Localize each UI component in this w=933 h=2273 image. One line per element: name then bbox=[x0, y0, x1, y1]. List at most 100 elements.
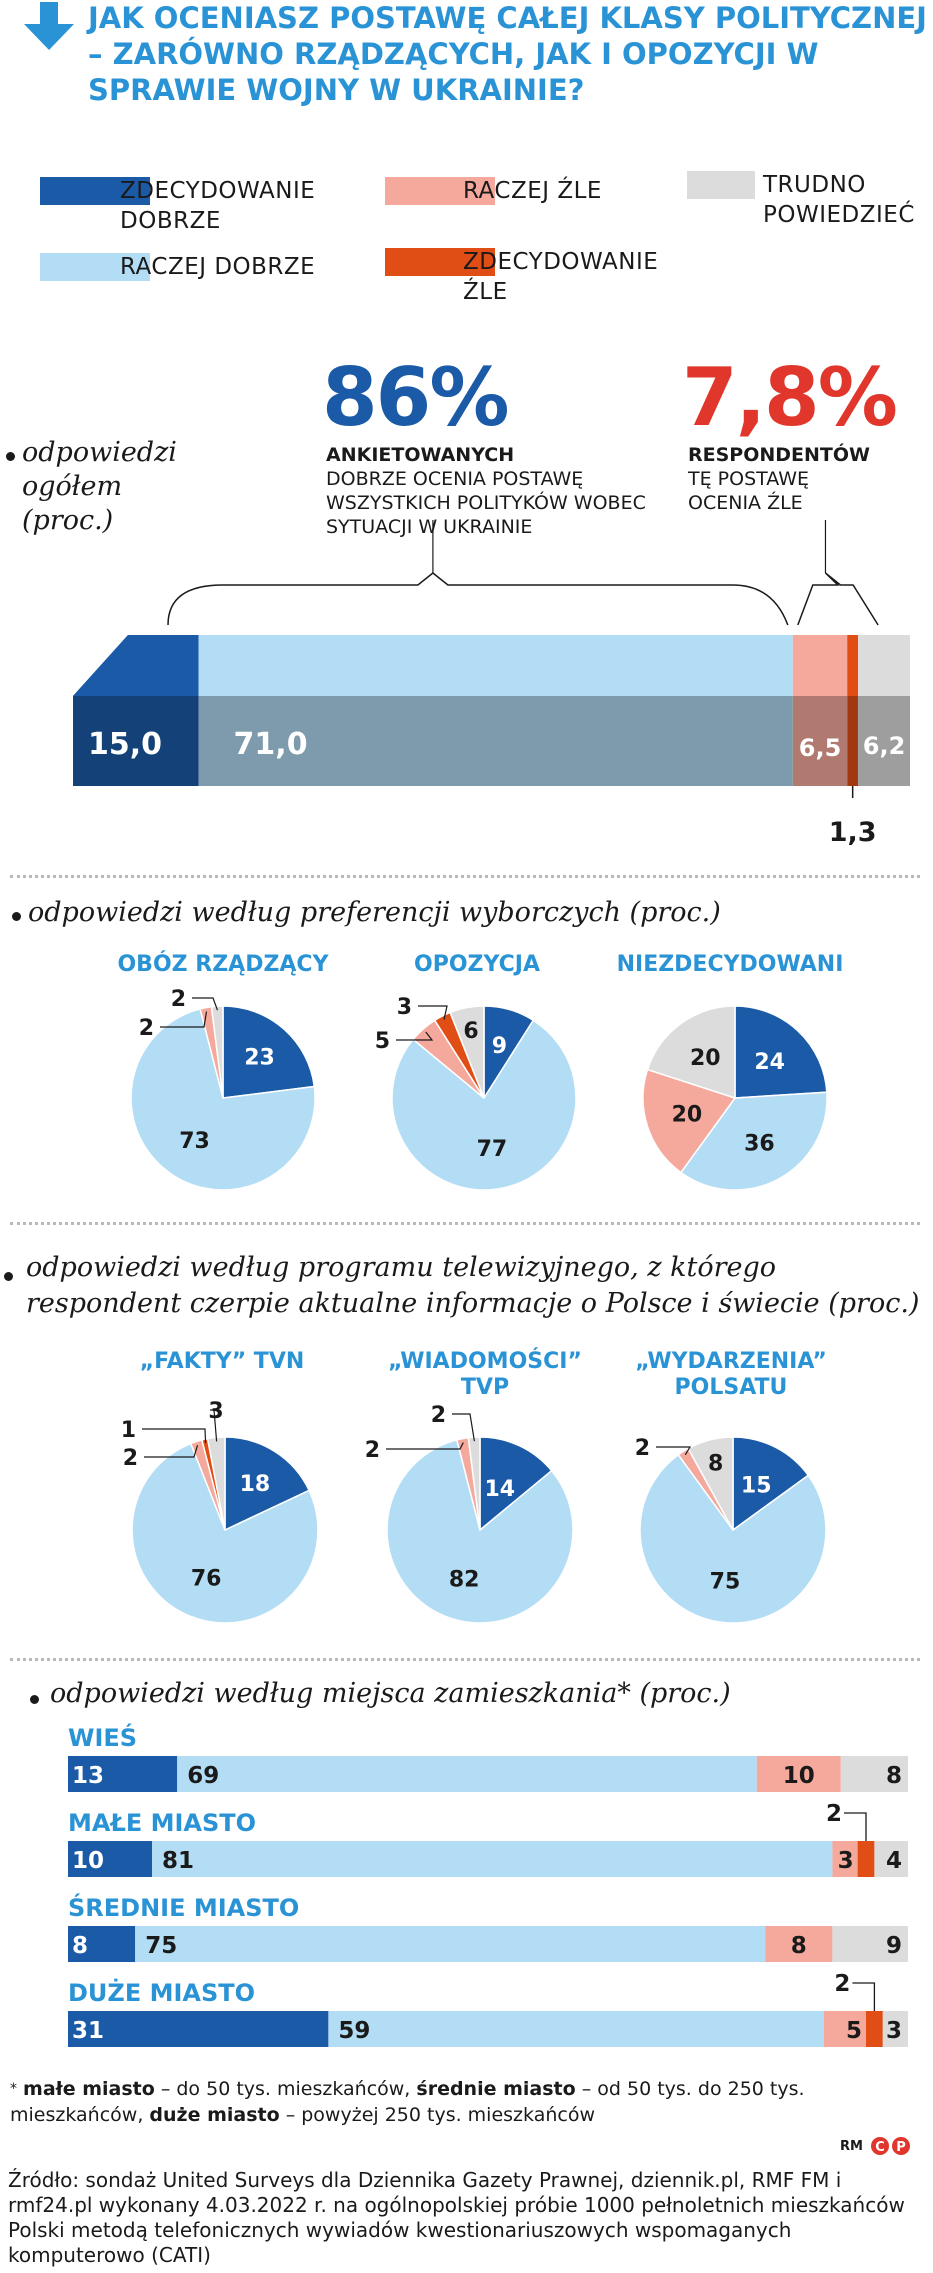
bullet-dot bbox=[6, 452, 15, 461]
pie-slice-trudno bbox=[210, 1005, 224, 1099]
bar-label-zdecydowanie-zle: 1,3 bbox=[829, 817, 877, 848]
bar-segment-raczej-zle bbox=[824, 2011, 866, 2047]
bar-label-raczej-zle: 3 bbox=[838, 1848, 854, 1874]
bar-segment-raczej-dobrze bbox=[328, 2011, 824, 2047]
arrow-down-icon bbox=[24, 2, 74, 50]
pie-label: 18 bbox=[240, 1472, 271, 1497]
section-heading-overall: odpowiedzi ogółem (proc.) bbox=[22, 437, 177, 536]
pie-slice-raczej-dobrze bbox=[130, 1007, 316, 1191]
pie-slice-trudno bbox=[646, 1005, 736, 1100]
pie-label: 76 bbox=[191, 1567, 222, 1592]
section-heading-tv: odpowiedzi według programu telewizyjnego… bbox=[26, 1252, 920, 1319]
row-title: DUŻE MIASTO bbox=[68, 1978, 255, 2007]
pie-leader bbox=[142, 1428, 207, 1444]
bad-callout-text: TĘ POSTAWĘ OCENIA ŹLE bbox=[688, 468, 810, 514]
legend-label-raczej-dobrze: RACZEJ DOBRZE bbox=[120, 254, 316, 280]
bar-segment-trudno bbox=[882, 2011, 908, 2047]
footnote: * małe miasto – do 50 tys. mieszkańców, … bbox=[10, 2076, 890, 2128]
bar-label-zdecydowanie-zle: 2 bbox=[834, 1971, 850, 1997]
pie-leader bbox=[452, 1413, 476, 1442]
pie-slice-raczej-dobrze bbox=[679, 1091, 828, 1191]
pie-slice-raczej-dobrze bbox=[386, 1439, 574, 1624]
bar-label-trudno: 9 bbox=[886, 1933, 902, 1959]
pie-label: 2 bbox=[139, 1016, 154, 1041]
bar-label-trudno: 6,2 bbox=[863, 732, 906, 760]
svg-text:P: P bbox=[896, 2140, 906, 2155]
footnote-big-city: duże miasto bbox=[149, 2104, 280, 2126]
section-heading-residence: odpowiedzi według miejsca zamieszkania* … bbox=[50, 1678, 731, 1709]
pie-label: 8 bbox=[708, 1451, 723, 1476]
copyright-logo-icon: C P bbox=[870, 2137, 910, 2155]
footnote-medium-city: średnie miasto bbox=[416, 2078, 576, 2100]
bar-label-zdecydowanie-dobrze: 13 bbox=[72, 1763, 104, 1789]
bar-label-zdecydowanie-dobrze: 15,0 bbox=[88, 727, 162, 762]
bar-segment-raczej-zle bbox=[756, 1756, 841, 1792]
bar-label-zdecydowanie-dobrze: 8 bbox=[72, 1933, 88, 1959]
pie-leader bbox=[656, 1446, 692, 1456]
pie-label: 15 bbox=[741, 1473, 772, 1498]
residence-stacked-bars: WIEŚ 13 69 10 8 MAŁE MIASTO 10 81 3 4 2 ŚREDNIE MIA… bbox=[68, 1722, 908, 2047]
footnote-text-1: – do 50 tys. mieszkańców, bbox=[154, 2078, 417, 2100]
footnote-text-2: – od 50 tys. do 250 tys. mieszkańców, bbox=[10, 2078, 805, 2126]
pie-leader bbox=[396, 1031, 434, 1041]
legend-swatch-trudno bbox=[687, 171, 755, 199]
pie-title: NIEZDECYDOWANI bbox=[617, 952, 844, 977]
bar-label-zdecydowanie-dobrze: 31 bbox=[72, 2018, 104, 2044]
pie-label: 77 bbox=[477, 1137, 508, 1162]
pie-label: 73 bbox=[179, 1129, 210, 1154]
bar-segment-raczej-zle bbox=[832, 1841, 858, 1877]
leader-zdecydowanie-zle bbox=[844, 1812, 867, 1841]
pie-title: „WYDARZENIA” bbox=[635, 1349, 827, 1374]
pie-label: 82 bbox=[449, 1568, 480, 1593]
pie-leader bbox=[210, 1409, 218, 1442]
bar-front-raczej-zle bbox=[792, 696, 848, 786]
bar-label-trudno: 8 bbox=[886, 1763, 902, 1789]
bar-segment-zdecydowanie-dobrze bbox=[68, 1756, 178, 1792]
footnote-text-3: – powyżej 250 tys. mieszkańców bbox=[279, 2104, 595, 2126]
pie-slice-raczej-zle bbox=[642, 1068, 737, 1174]
section-heading-preferences: odpowiedzi według preferencji wyborczych… bbox=[28, 897, 721, 928]
credit: RM C P bbox=[840, 2136, 912, 2156]
pie-slice-trudno bbox=[687, 1436, 734, 1531]
bar-segment-trudno bbox=[874, 1841, 908, 1877]
bar-top-raczej-dobrze bbox=[198, 635, 793, 696]
bar-front-zdecydowanie-zle bbox=[847, 696, 859, 786]
bar-label-raczej-zle: 5 bbox=[846, 2018, 862, 2044]
pie-slice-zdecydowanie-dobrze bbox=[224, 1436, 311, 1532]
bar-top-slant bbox=[73, 635, 128, 696]
bar-label-raczej-dobrze: 59 bbox=[338, 2018, 370, 2044]
bar-segment-raczej-dobrze bbox=[152, 1841, 833, 1877]
pie-title: OBÓZ RZĄDZĄCY bbox=[117, 951, 329, 977]
legend-swatch-zdecydowanie-dobrze bbox=[40, 177, 150, 205]
svg-text:C: C bbox=[875, 2140, 885, 2155]
bar-segment-raczej-dobrze bbox=[135, 1926, 766, 1962]
pie-label: 2 bbox=[365, 1438, 380, 1463]
pie-label: 2 bbox=[171, 987, 186, 1012]
bar-label-raczej-dobrze: 69 bbox=[187, 1763, 219, 1789]
footnote-small-city: małe miasto bbox=[23, 2078, 155, 2100]
bar-segment-raczej-zle bbox=[765, 1926, 833, 1962]
preferences-pie-charts: OBÓZ RZĄDZĄCY237322OPOZYCJA977536NIEZDEC… bbox=[117, 951, 844, 1191]
pie-label: 9 bbox=[492, 1034, 507, 1059]
pie-label: 24 bbox=[754, 1050, 785, 1075]
brace-good bbox=[167, 572, 789, 626]
pie-label: 20 bbox=[672, 1103, 703, 1128]
legend-swatch-zdecydowanie-zle bbox=[385, 248, 495, 276]
bar-segment-trudno bbox=[832, 1926, 908, 1962]
bad-percent: 7,8% bbox=[682, 351, 898, 444]
pie-label: 23 bbox=[244, 1046, 275, 1071]
bar-label-raczej-dobrze: 75 bbox=[145, 1933, 177, 1959]
pie-leader bbox=[160, 1011, 208, 1028]
bar-label-raczej-zle: 6,5 bbox=[799, 734, 842, 762]
bullet-dot bbox=[30, 1695, 39, 1704]
pie-leader bbox=[192, 997, 219, 1011]
pie-label: 2 bbox=[431, 1403, 446, 1428]
bullet-dot bbox=[12, 912, 21, 921]
good-callout-text: DOBRZE OCENIA POSTAWĘ WSZYSTKICH POLITYK… bbox=[326, 468, 646, 538]
credit-initials: RM bbox=[840, 2138, 863, 2154]
brace-bad bbox=[797, 572, 879, 626]
footnote-star: * bbox=[10, 2081, 17, 2097]
divider bbox=[10, 875, 920, 878]
bar-front-trudno bbox=[858, 696, 910, 786]
pie-slice-zdecydowanie-dobrze bbox=[734, 1005, 828, 1099]
